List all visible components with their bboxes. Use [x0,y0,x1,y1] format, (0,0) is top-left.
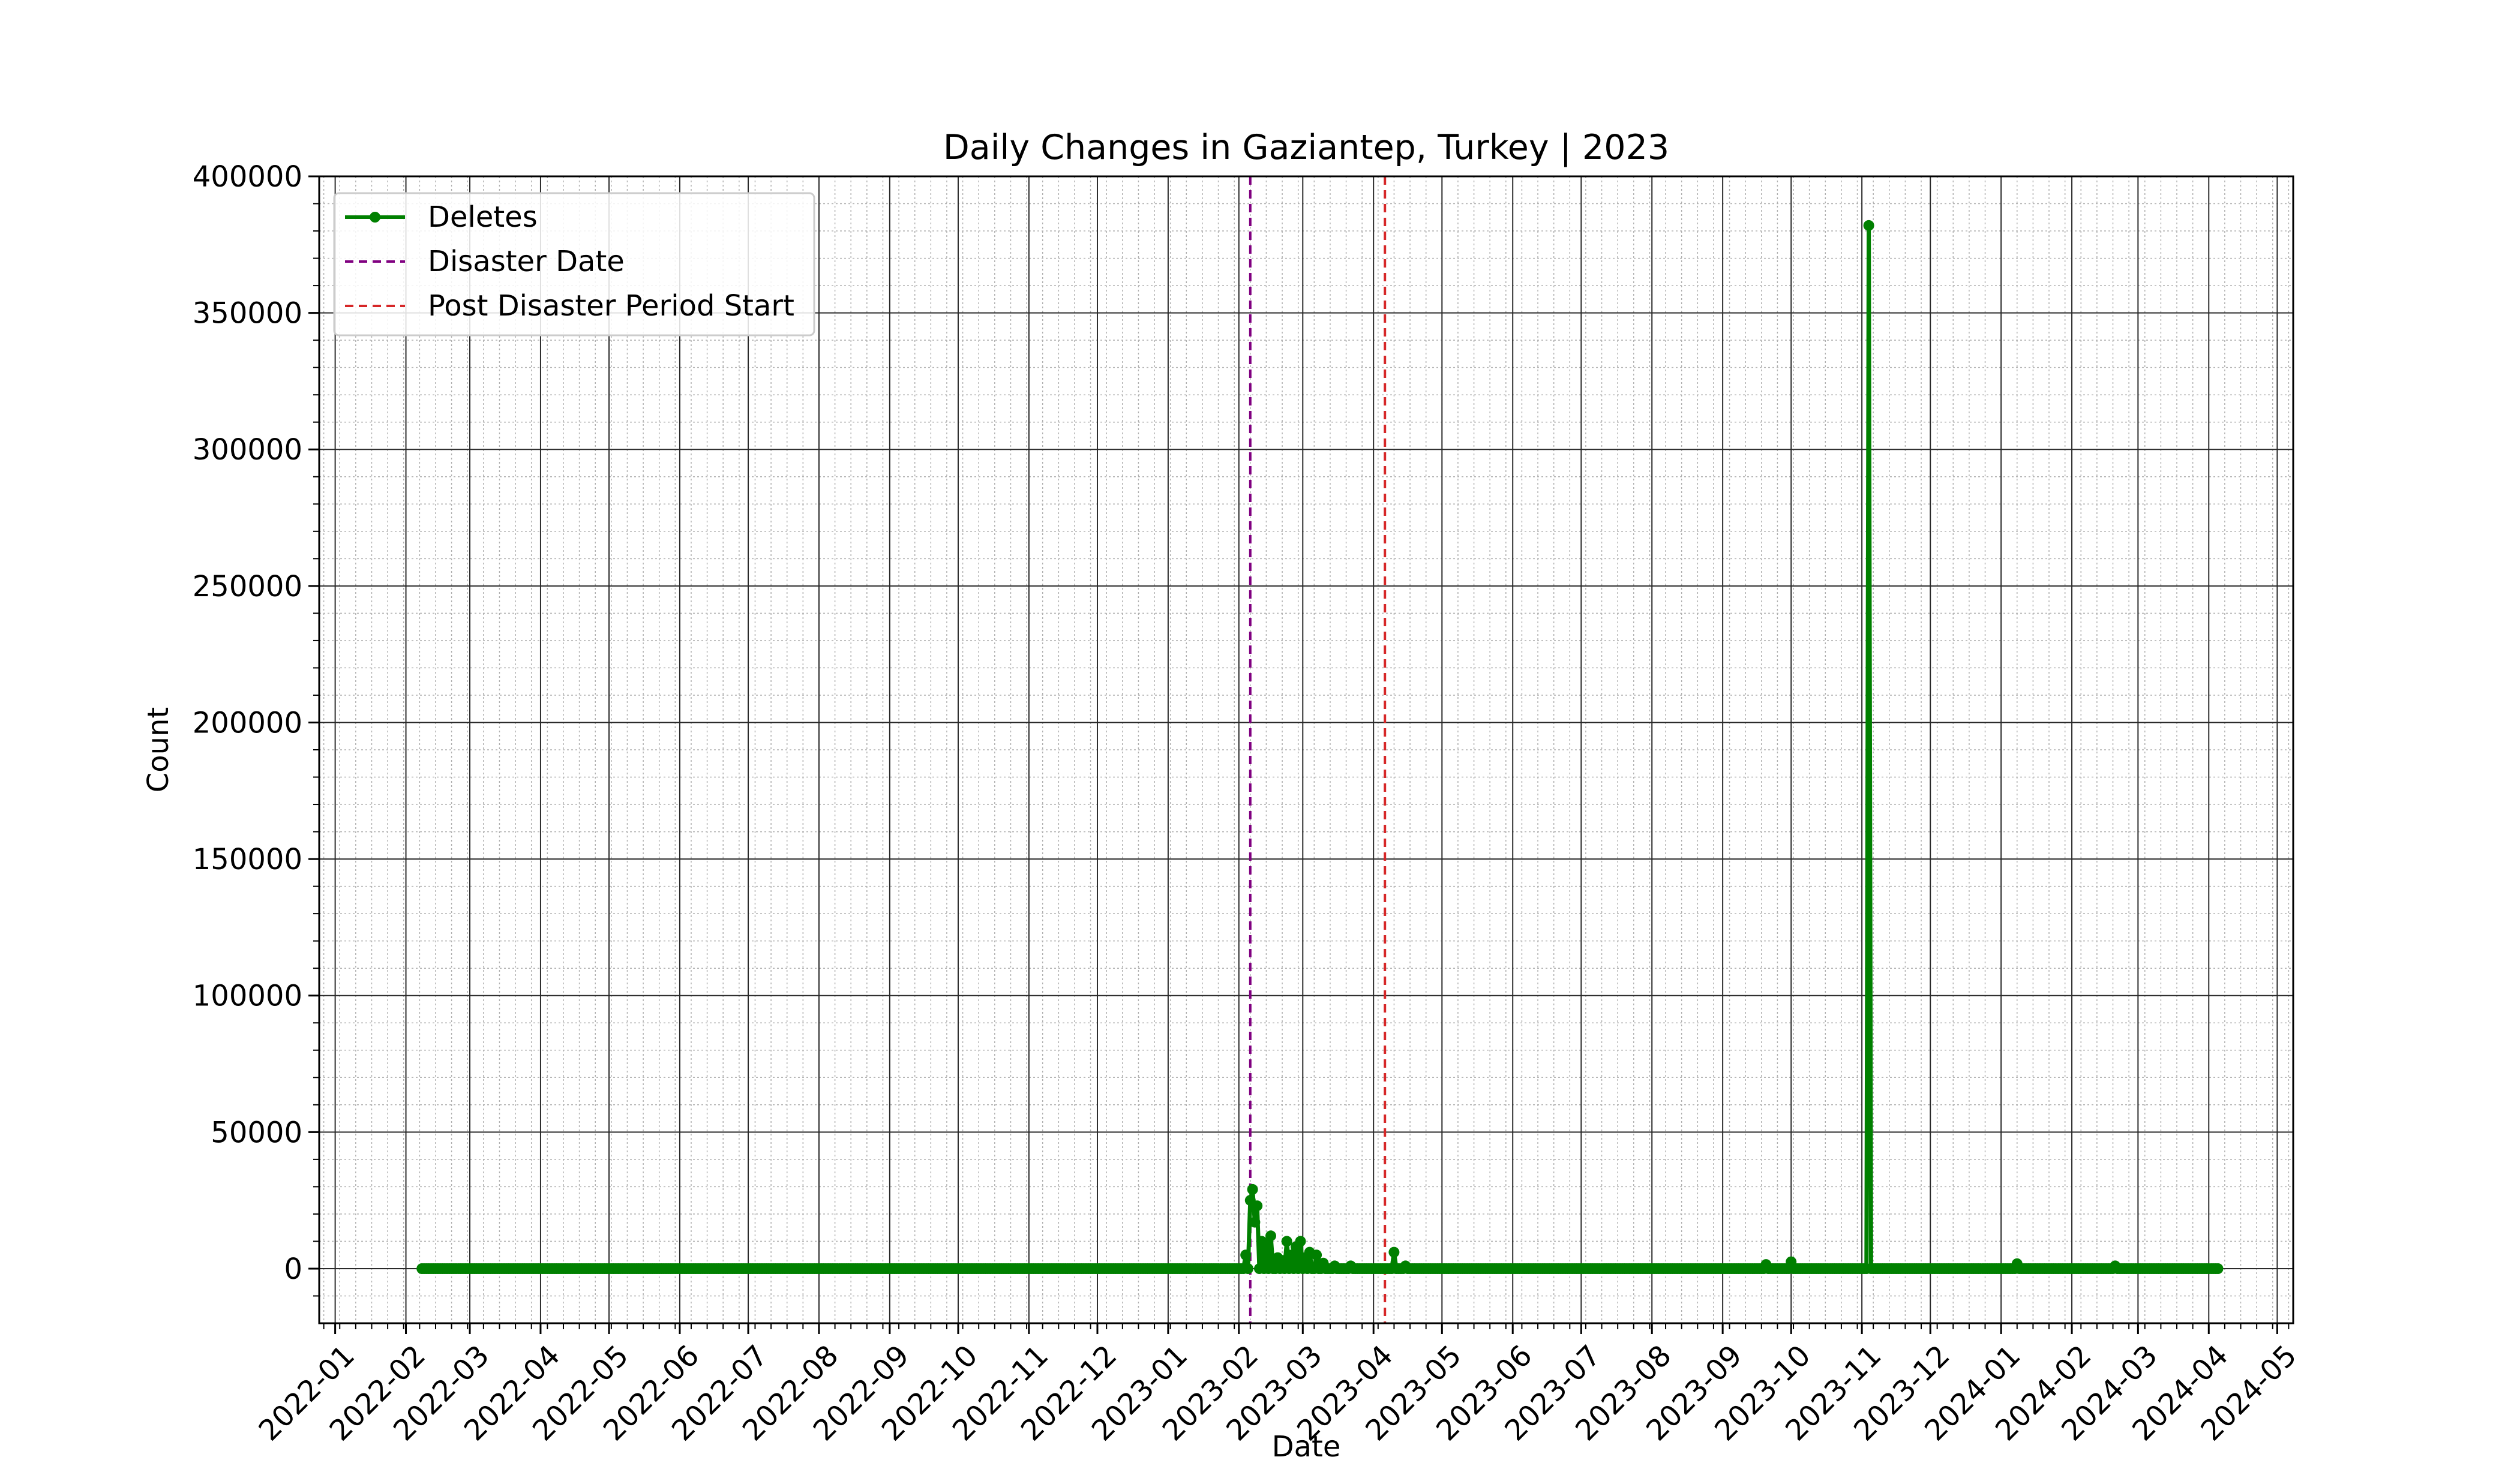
y-tick-label: 100000 [193,980,302,1013]
data-point-spike [1249,1216,1261,1228]
y-axis-label: Count [142,707,175,793]
legend-deletes-marker [370,212,380,223]
y-tick-label: 400000 [193,160,302,194]
data-point-spike [1277,1255,1288,1266]
data-point [2212,1263,2224,1274]
data-point-spike [1281,1236,1292,1247]
data-point-spike [1261,1239,1272,1249]
y-tick-label: 300000 [193,433,302,467]
legend-label-post-disaster: Post Disaster Period Start [428,289,794,323]
data-point-spike [1252,1200,1263,1212]
data-point-spike [1247,1183,1258,1195]
chart-title: Daily Changes in Gaziantep, Turkey | 202… [943,128,1669,167]
data-point-spike [1388,1246,1400,1258]
y-tick-label: 0 [284,1252,302,1286]
data-point-spike [1286,1249,1297,1261]
y-tick-label: 350000 [193,297,302,331]
legend: Deletes Disaster Date Post Disaster Peri… [333,192,815,337]
data-point-spike [1240,1249,1252,1261]
legend-label-deletes: Deletes [428,200,538,234]
data-point-spike [1295,1236,1306,1247]
data-point [1243,1263,1253,1274]
y-tick-label: 150000 [193,843,302,876]
data-point-spike [1863,220,1874,231]
y-tick-label: 250000 [193,570,302,603]
data-point-spike [1265,1230,1276,1242]
y-tick-label: 200000 [193,706,302,740]
data-point-spike [1311,1249,1322,1261]
x-axis-label: Date [1272,1430,1341,1464]
y-tick-label: 50000 [211,1116,302,1149]
legend-box [333,192,815,337]
legend-label-disaster-date: Disaster Date [428,245,625,278]
